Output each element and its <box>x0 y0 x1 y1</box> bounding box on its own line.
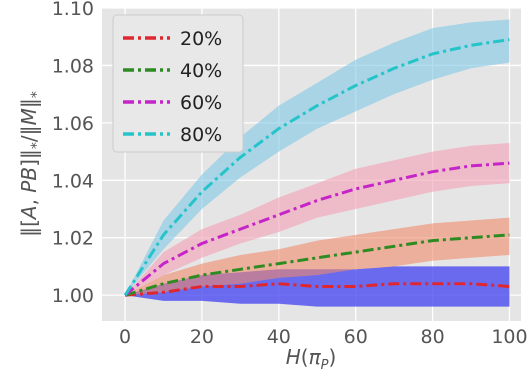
x-tick-label: 40 <box>267 326 291 348</box>
y-tick-label: 1.08 <box>52 55 94 77</box>
legend-label: 60% <box>180 92 222 114</box>
line-80pct <box>123 38 510 297</box>
x-tick-label: 20 <box>190 326 214 348</box>
legend-label: 80% <box>180 124 222 146</box>
line-20pct <box>124 282 510 297</box>
x-tick-label: 60 <box>344 326 368 348</box>
x-axis: 0 20 40 60 80 100 <box>119 326 528 348</box>
x-tick-label: 0 <box>119 326 131 348</box>
y-tick-label: 1.02 <box>52 228 94 250</box>
y-tick-label: 1.04 <box>52 170 94 192</box>
line-40pct <box>124 233 510 297</box>
legend-label: 20% <box>180 28 222 50</box>
legend-box <box>112 14 244 153</box>
legend: 20% 40% 60% 80% <box>112 14 244 153</box>
y-axis-label: ‖[A, PB]‖*/‖M‖* <box>17 91 45 237</box>
y-tick-label: 1.06 <box>52 113 94 135</box>
band-80pct <box>125 19 510 296</box>
band-60pct <box>125 143 510 296</box>
legend-label: 40% <box>180 60 222 82</box>
x-tick-label: 80 <box>420 326 444 348</box>
series-lines <box>123 38 510 297</box>
y-tick-label: 1.00 <box>52 285 94 307</box>
y-axis: 1.00 1.02 1.04 1.06 1.08 1.10 <box>52 0 94 307</box>
band-40pct <box>125 217 510 296</box>
x-tick-label: 100 <box>491 326 527 348</box>
y-tick-label: 1.10 <box>52 0 94 20</box>
x-axis-label: H(πP) <box>286 345 337 373</box>
